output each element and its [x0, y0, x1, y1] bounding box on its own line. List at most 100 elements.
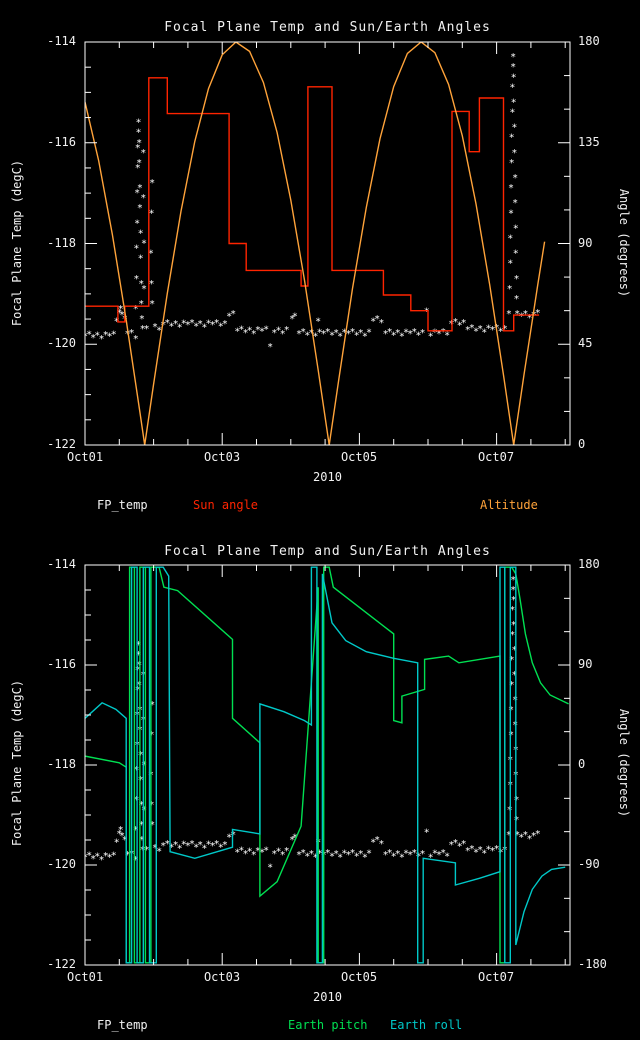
- scatter-point-marker: *: [82, 332, 88, 343]
- scatter-point-marker: *: [508, 183, 514, 194]
- scatter-point-marker: *: [138, 279, 144, 290]
- chart-title: Focal Plane Temp and Sun/Earth Angles: [164, 20, 491, 35]
- scatter-point-marker: *: [214, 839, 220, 850]
- scatter-point-marker: *: [218, 843, 224, 854]
- scatter-point-marker: *: [325, 848, 331, 859]
- scatter-point-marker: *: [189, 318, 195, 329]
- x-axis-tick-label: Oct07: [477, 970, 515, 984]
- y-axis-label-right: Angle (degrees): [617, 188, 631, 298]
- scatter-point-marker: *: [296, 850, 302, 861]
- series-fp_temp: * * * * * * * * * * * * * * * * * * * * * * * * * * * * * * * * * * * * * * * *…: [82, 52, 541, 353]
- chart-panel-top: * * * * * * * * * * * * * * * * * * * * * * * * * * * * * * * * * * * * * * * *…: [10, 20, 631, 512]
- scatter-point-marker: *: [399, 853, 405, 864]
- scatter-point-marker: *: [366, 328, 372, 339]
- scatter-point-marker: *: [436, 850, 442, 861]
- scatter-point-marker: *: [461, 839, 467, 850]
- scatter-point-marker: *: [511, 123, 517, 134]
- scatter-point-marker: *: [124, 850, 130, 861]
- scatter-point-marker: *: [370, 838, 376, 849]
- scatter-point-marker: *: [173, 319, 179, 330]
- scatter-point-marker: *: [391, 852, 397, 863]
- scatter-point-marker: *: [133, 334, 139, 345]
- y-axis-tick-label: -118: [47, 236, 76, 250]
- scatter-point-marker: *: [321, 329, 327, 340]
- scatter-point-marker: *: [230, 309, 236, 320]
- scatter-point-marker: *: [387, 327, 393, 338]
- scatter-point-marker: *: [407, 850, 413, 861]
- scatter-point-marker: *: [415, 331, 421, 342]
- scatter-point-marker: *: [535, 829, 541, 840]
- scatter-point-marker: *: [465, 846, 471, 857]
- scatter-point-marker: *: [526, 313, 532, 324]
- scatter-point-marker: *: [98, 334, 104, 345]
- scatter-point-marker: *: [419, 328, 425, 339]
- scatter-point-marker: *: [349, 327, 355, 338]
- y-axis-tick-label: 0: [578, 437, 586, 451]
- scatter-point-marker: *: [137, 183, 143, 194]
- scatter-point-marker: *: [341, 328, 347, 339]
- scatter-point-marker: *: [308, 328, 314, 339]
- scatter-point-marker: *: [461, 318, 467, 329]
- scatter-point-marker: *: [489, 325, 495, 336]
- scatter-point-marker: *: [312, 332, 318, 343]
- scatter-point-marker: *: [535, 308, 541, 319]
- scatter-point-marker: *: [103, 851, 109, 862]
- scatter-point-marker: *: [137, 203, 143, 214]
- scatter-point-marker: *: [424, 828, 430, 839]
- scatter-point-marker: *: [509, 630, 515, 641]
- scatter-point-marker: *: [148, 249, 154, 260]
- legend-item-earth-roll: Earth roll: [390, 1018, 463, 1032]
- scatter-point-marker: *: [440, 327, 446, 338]
- scatter-point-marker: *: [382, 850, 388, 861]
- scatter-point-marker: *: [337, 853, 343, 864]
- scatter-point-marker: *: [144, 324, 150, 335]
- scatter-point-marker: *: [255, 325, 261, 336]
- scatter-point-marker: *: [136, 138, 142, 149]
- scatter-point-marker: *: [152, 843, 158, 854]
- scatter-point-marker: *: [107, 332, 113, 343]
- scatter-point-marker: *: [149, 299, 155, 310]
- scatter-point-marker: *: [226, 312, 232, 323]
- scatter-point-marker: *: [107, 853, 113, 864]
- scatter-point-marker: *: [116, 829, 122, 840]
- scatter-point-marker: *: [513, 249, 519, 260]
- scatter-point-marker: *: [511, 670, 517, 681]
- scatter-point-marker: *: [284, 846, 290, 857]
- scatter-point-marker: *: [149, 178, 155, 189]
- scatter-point-marker: *: [133, 274, 139, 285]
- scatter-point-marker: *: [349, 848, 355, 859]
- scatter-point-marker: *: [333, 328, 339, 339]
- series-line: [85, 42, 546, 445]
- scatter-point-marker: *: [133, 795, 139, 806]
- scatter-point-marker: *: [135, 128, 141, 139]
- scatter-point-marker: *: [234, 327, 240, 338]
- scatter-point-marker: *: [156, 847, 162, 858]
- scatter-point-marker: *: [140, 148, 146, 159]
- scatter-point-marker: *: [440, 848, 446, 859]
- x-axis-tick-label: Oct05: [340, 450, 378, 464]
- scatter-point-marker: *: [144, 845, 150, 856]
- scatter-point-marker: *: [94, 852, 100, 863]
- scatter-point-marker: *: [111, 330, 117, 341]
- scatter-point-marker: *: [156, 326, 162, 337]
- scatter-point-marker: *: [514, 830, 520, 841]
- scatter-point-marker: *: [133, 304, 139, 315]
- scatter-point-marker: *: [509, 158, 515, 169]
- series-earth-pitch: [85, 566, 569, 964]
- scatter-point-marker: *: [177, 844, 183, 855]
- scatter-point-marker: *: [164, 318, 170, 329]
- scatter-point-marker: *: [135, 640, 141, 651]
- scatter-point-marker: *: [118, 825, 124, 836]
- scatter-point-marker: *: [139, 835, 145, 846]
- scatter-point-marker: *: [259, 327, 265, 338]
- chart-title: Focal Plane Temp and Sun/Earth Angles: [164, 544, 491, 559]
- x-axis-year-label: 2010: [313, 990, 342, 1004]
- scatter-point-marker: *: [247, 847, 253, 858]
- scatter-point-marker: *: [152, 322, 158, 333]
- scatter-point-marker: *: [300, 848, 306, 859]
- scatter-point-marker: *: [489, 846, 495, 857]
- scatter-point-marker: *: [481, 328, 487, 339]
- scatter-point-marker: *: [509, 680, 515, 691]
- scatter-point-marker: *: [148, 208, 154, 219]
- scatter-point-marker: *: [395, 849, 401, 860]
